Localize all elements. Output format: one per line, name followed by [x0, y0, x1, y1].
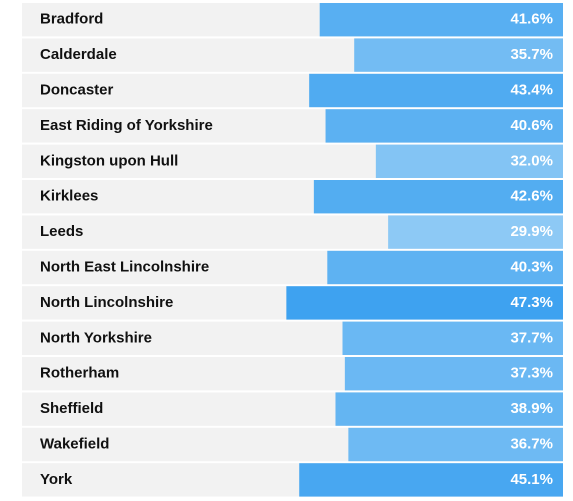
bar — [348, 427, 563, 462]
bar — [375, 144, 563, 178]
bar — [388, 215, 563, 249]
bar — [344, 357, 563, 391]
value-label: 41.6% — [510, 11, 553, 28]
category-label: Doncaster — [40, 81, 114, 98]
bar — [342, 321, 563, 355]
category-label: North Lincolnshire — [40, 294, 173, 311]
bar — [286, 286, 563, 320]
bar — [335, 392, 563, 426]
category-label: East Riding of Yorkshire — [40, 117, 213, 134]
category-label: Kirklees — [40, 188, 98, 205]
bar — [299, 463, 563, 497]
bar — [325, 109, 563, 143]
category-label: North Yorkshire — [40, 329, 152, 346]
category-label: Kingston upon Hull — [40, 152, 178, 169]
value-label: 45.1% — [510, 471, 553, 488]
bar — [327, 250, 563, 285]
value-label: 42.6% — [510, 188, 553, 205]
bar — [313, 180, 563, 214]
value-label: 43.4% — [510, 81, 553, 98]
category-label: Leeds — [40, 223, 83, 240]
bar — [319, 3, 563, 37]
category-label: North East Lincolnshire — [40, 258, 209, 275]
value-label: 37.3% — [510, 365, 553, 382]
category-label: Sheffield — [40, 400, 103, 417]
value-label: 36.7% — [510, 435, 553, 452]
bar — [309, 73, 563, 108]
value-label: 29.9% — [510, 223, 553, 240]
value-label: 40.6% — [510, 117, 553, 134]
value-label: 35.7% — [510, 46, 553, 63]
value-label: 40.3% — [510, 258, 553, 275]
category-label: Calderdale — [40, 46, 117, 63]
category-label: Rotherham — [40, 365, 119, 382]
category-label: Bradford — [40, 11, 103, 28]
bar — [354, 38, 563, 72]
value-label: 47.3% — [510, 294, 553, 311]
value-label: 38.9% — [510, 400, 553, 417]
category-label: Wakefield — [40, 435, 109, 452]
category-label: York — [40, 471, 73, 488]
value-label: 37.7% — [510, 329, 553, 346]
value-label: 32.0% — [510, 152, 553, 169]
